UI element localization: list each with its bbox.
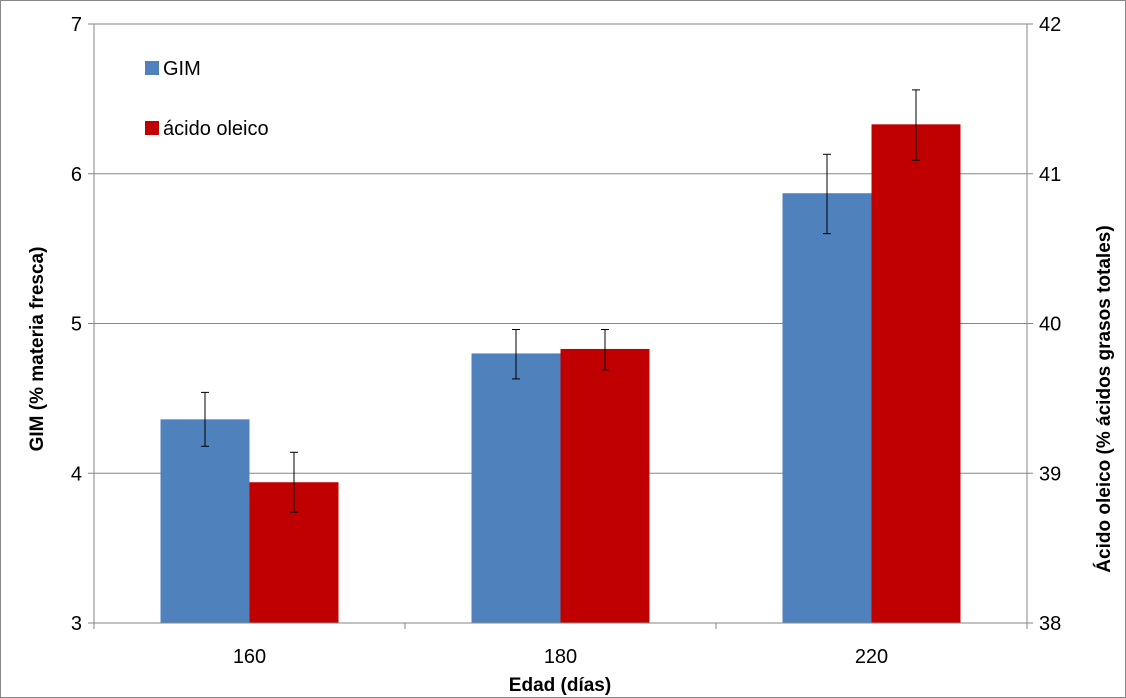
legend-swatch-gim: [145, 61, 159, 75]
error-bar: [912, 89, 920, 161]
error-bar: [823, 153, 831, 235]
legend-swatch-acido-oleico: [145, 121, 159, 135]
y2-tick-label: 39: [1039, 463, 1061, 485]
error-bar: [290, 451, 298, 513]
bars: [160, 124, 961, 624]
tick-labels: 3 38 4 39 5 40 6 41 7 42 160 180 220: [71, 14, 1061, 668]
y-tick-label: 3: [71, 613, 82, 635]
y2-tick-label: 42: [1039, 14, 1061, 36]
bar-gim: [471, 353, 561, 623]
bar-acido-oleico: [560, 348, 650, 623]
x-axis-title: Edad (días): [509, 675, 611, 696]
bar-acido-oleico: [871, 124, 961, 624]
bar-gim: [160, 419, 250, 623]
y-axis-title: GIM (% materia fresca): [27, 247, 48, 452]
x-tick-label: 160: [233, 646, 266, 668]
y-tick-label: 6: [71, 164, 82, 186]
y2-axis-title: Ácido oleico (% ácidos grasos totales): [1093, 225, 1115, 572]
x-tick-label: 180: [544, 646, 577, 668]
legend: GIM ácido oleico: [145, 58, 269, 140]
error-bar: [201, 391, 209, 447]
y2-tick-label: 41: [1039, 164, 1061, 186]
x-tick-label: 220: [855, 646, 888, 668]
y-tick-label: 7: [71, 14, 82, 36]
bar-gim: [782, 193, 872, 623]
error-bar: [601, 328, 609, 371]
legend-label-gim: GIM: [163, 58, 201, 80]
error-bars: [201, 89, 920, 513]
y-tick-label: 5: [71, 314, 82, 336]
y2-tick-label: 38: [1039, 613, 1061, 635]
y-tick-label: 4: [71, 463, 82, 485]
legend-label-acido-oleico: ácido oleico: [163, 118, 269, 140]
y2-tick-label: 40: [1039, 314, 1061, 336]
error-bar: [512, 328, 520, 380]
axes: [88, 23, 1033, 629]
